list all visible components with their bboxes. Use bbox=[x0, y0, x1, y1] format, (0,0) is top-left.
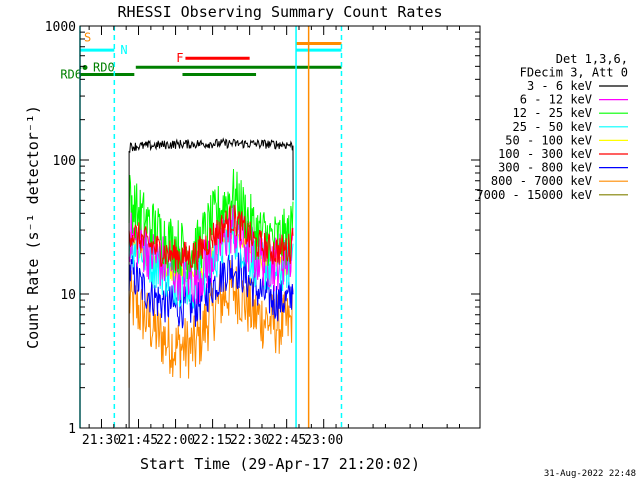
x-tick-label: 22:30 bbox=[230, 433, 269, 448]
state-bar-label: RD6 bbox=[60, 67, 82, 81]
y-tick-label: 1 bbox=[68, 422, 76, 437]
legend-entry-label: 25 - 50 keV bbox=[513, 120, 592, 134]
x-tick-label: 22:00 bbox=[156, 433, 195, 448]
y-axis-label: Count Rate (s⁻¹ detector⁻¹) bbox=[24, 105, 42, 349]
series-layer bbox=[128, 137, 294, 428]
x-tick-label: 22:45 bbox=[267, 433, 306, 448]
x-tick-label: 23:00 bbox=[304, 433, 343, 448]
x-tick-label: 22:15 bbox=[193, 433, 232, 448]
legend-header-line: Det 1,3,6, bbox=[556, 52, 628, 66]
y-tick-label: 1000 bbox=[45, 20, 76, 35]
legend-entry-label: 12 - 25 keV bbox=[513, 106, 592, 120]
x-axis-label: Start Time (29-Apr-17 21:20:02) bbox=[140, 455, 420, 473]
y-tick-label: 100 bbox=[53, 154, 76, 169]
legend-header-line: FDecim 3, Att 0 bbox=[520, 66, 628, 80]
x-tick-label: 21:45 bbox=[119, 433, 158, 448]
legend-entry-label: 300 - 800 keV bbox=[498, 161, 592, 175]
legend-entry-label: 3 - 6 keV bbox=[527, 79, 592, 93]
rd0-marker bbox=[82, 65, 88, 71]
state-bars-layer: S N F RD0 RD6 bbox=[60, 31, 342, 81]
state-bar-label: F bbox=[176, 51, 183, 65]
state-bar-label: RD0 bbox=[93, 61, 115, 75]
state-bar-label: N bbox=[120, 43, 127, 57]
series-trace bbox=[128, 137, 294, 428]
legend-entry-label: 800 - 7000 keV bbox=[491, 174, 592, 188]
state-bar-label: S bbox=[84, 31, 91, 45]
chart-title: RHESSI Observing Summary Count Rates bbox=[117, 3, 442, 21]
legend-entry-label: 100 - 300 keV bbox=[498, 147, 592, 161]
series-trace bbox=[128, 252, 294, 329]
y-tick-label: 10 bbox=[60, 288, 76, 303]
legend-entry-label: 7000 - 15000 keV bbox=[476, 188, 592, 202]
timestamp-label: 31-Aug-2022 22:48 bbox=[544, 469, 636, 479]
x-tick-label: 21:30 bbox=[82, 433, 121, 448]
series-trace bbox=[128, 259, 294, 388]
series-trace bbox=[128, 205, 294, 271]
legend-entry-label: 6 - 12 keV bbox=[520, 93, 592, 107]
legend-entry-label: 50 - 100 keV bbox=[505, 133, 592, 147]
plot-frame bbox=[79, 25, 481, 429]
